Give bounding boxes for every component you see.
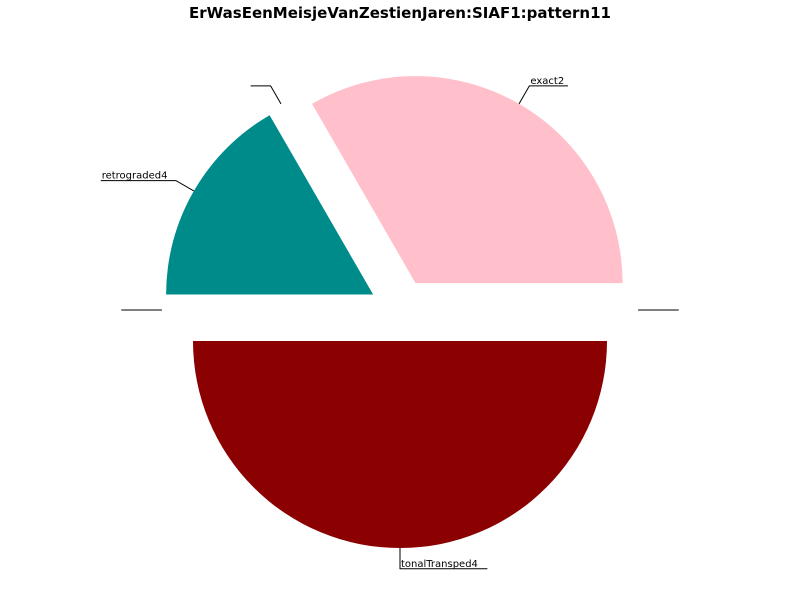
leader-line-exact2 xyxy=(518,85,568,105)
leader-line-retrograded4 xyxy=(100,180,195,192)
slice-tonaltransped4 xyxy=(193,341,607,549)
leader-line-empty-1 xyxy=(250,85,282,105)
slice-exact2 xyxy=(312,76,623,284)
chart-title: ErWasEenMeisjeVanZestienJaren:SIAF1:patt… xyxy=(189,4,611,22)
slice-label-tonaltransped4: tonalTransped4 xyxy=(401,559,478,570)
slice-label-exact2: exact2 xyxy=(530,76,564,87)
slice-label-retrograded4: retrograded4 xyxy=(102,171,168,182)
slice-retrograded4 xyxy=(166,115,374,295)
leader-line-tonaltransped4 xyxy=(399,548,488,570)
